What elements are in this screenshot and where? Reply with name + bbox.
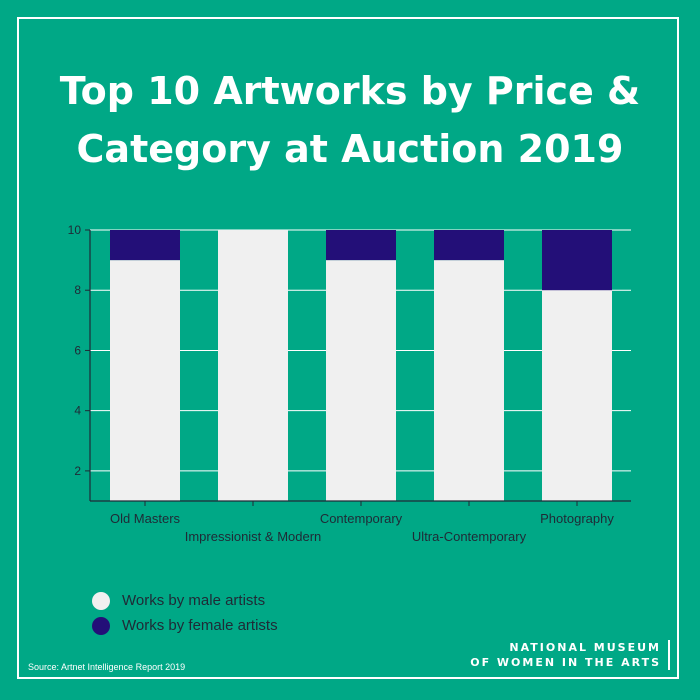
chart-title-line-2: Category at Auction 2019 [76,127,624,171]
border-frame [17,17,679,679]
museum-logo-text: NATIONAL MUSEUM OF WOMEN IN THE ARTS [470,640,661,670]
bar-male-3 [434,260,504,501]
y-tick-label-8: 8 [74,283,81,297]
bar-male-4 [542,290,612,501]
y-tick-label-4: 4 [74,404,81,418]
bar-male-2 [326,260,396,501]
x-tick-label-3: Ultra-Contemporary [412,529,527,544]
chart-legend: Works by male artists Works by female ar… [92,588,278,638]
bar-female-4 [542,230,612,291]
legend-label-female: Works by female artists [122,617,278,634]
bar-female-2 [326,230,396,261]
x-tick-label-4: Photography [540,511,614,526]
museum-logo-line-2: OF WOMEN IN THE ARTS [470,656,661,669]
y-tick-label-6: 6 [74,343,81,357]
bar-male-0 [110,260,180,501]
x-tick-label-1: Impressionist & Modern [185,529,322,544]
bar-female-0 [110,230,180,261]
bar-male-1 [218,230,288,501]
chart-title: Top 10 Artworks by Price & Category at A… [0,62,700,178]
source-note: Source: Artnet Intelligence Report 2019 [28,662,186,672]
legend-label-male: Works by male artists [122,592,266,609]
legend-item-male: Works by male artists [92,588,278,613]
legend-item-female: Works by female artists [92,613,278,638]
y-tick-label-2: 2 [74,464,81,478]
chart-title-line-1: Top 10 Artworks by Price & [59,69,641,113]
museum-logo-bar [668,640,670,670]
legend-swatch-male [92,591,110,610]
x-tick-label-0: Old Masters [110,511,181,526]
y-tick-label-10: 10 [68,223,82,237]
museum-logo: NATIONAL MUSEUM OF WOMEN IN THE ARTS [470,640,670,670]
legend-swatch-female [92,616,110,635]
x-tick-label-2: Contemporary [320,511,403,526]
museum-logo-line-1: NATIONAL MUSEUM [509,641,661,654]
bar-female-3 [434,230,504,261]
